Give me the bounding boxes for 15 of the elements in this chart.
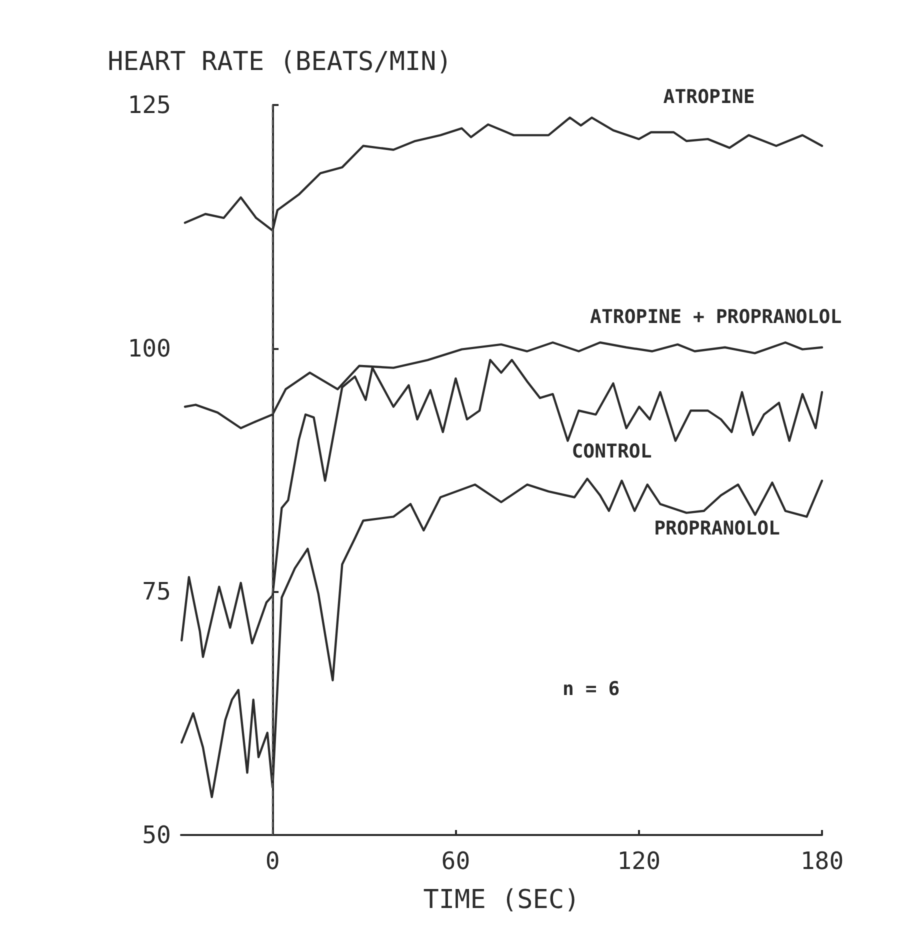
y-axis-title: HEART RATE (BEATS/MIN) xyxy=(108,47,452,77)
x-axis-title: TIME (SEC) xyxy=(423,885,580,915)
y-tick-label: 50 xyxy=(142,821,171,849)
y-tick-label: 75 xyxy=(142,578,171,606)
series-label: CONTROL xyxy=(572,440,652,463)
annotation: n = 6 xyxy=(562,678,620,700)
series-label: PROPRANOLOL xyxy=(654,517,780,540)
x-tick-label: 60 xyxy=(441,847,470,875)
x-tick-label: 0 xyxy=(265,847,280,875)
series-label: ATROPINE xyxy=(663,86,755,108)
y-tick-label: 100 xyxy=(128,334,171,362)
series-label: ATROPINE + PROPRANOLOL xyxy=(590,306,842,328)
x-tick-label: 180 xyxy=(800,847,844,875)
y-tick-label: 125 xyxy=(128,91,171,119)
x-tick-label: 120 xyxy=(617,847,661,875)
